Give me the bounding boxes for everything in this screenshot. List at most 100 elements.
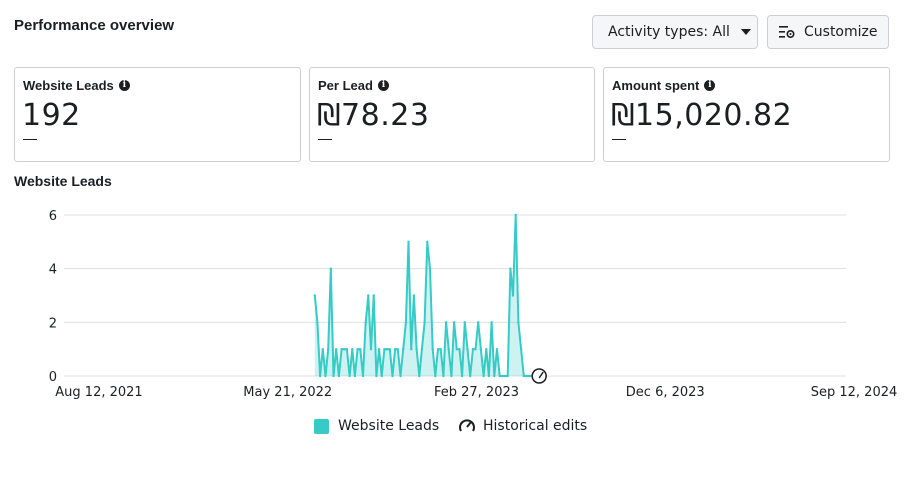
x-tick-label: May 21, 2022 xyxy=(243,385,332,400)
caret-down-icon xyxy=(740,29,751,35)
data-point xyxy=(410,348,413,351)
data-point xyxy=(511,294,515,297)
data-point xyxy=(345,348,349,351)
data-point xyxy=(393,348,397,351)
data-point xyxy=(460,374,464,378)
data-point xyxy=(356,348,359,351)
data-point xyxy=(434,374,437,378)
series-swatch xyxy=(314,418,329,434)
data-point xyxy=(367,294,370,297)
legend-label: Historical edits xyxy=(483,418,588,434)
data-point xyxy=(377,348,381,351)
metric-delta xyxy=(612,139,626,140)
page-title: Performance overview xyxy=(14,17,175,34)
data-point xyxy=(477,321,480,324)
data-point xyxy=(364,321,367,324)
x-tick-label: Feb 27, 2023 xyxy=(434,385,519,400)
metric-label-container: Amount spent i xyxy=(612,78,716,93)
data-point xyxy=(348,374,351,378)
gauge-icon xyxy=(531,368,547,384)
x-tick-label: Aug 12, 2021 xyxy=(55,385,142,400)
metric-card-website-leads: Website Leads i 192 xyxy=(14,67,301,162)
legend-historical-edits[interactable]: Historical edits xyxy=(458,418,587,434)
data-point xyxy=(458,348,461,351)
data-point xyxy=(527,374,531,378)
data-point xyxy=(450,374,453,378)
metric-card-per-lead: Per Lead i ₪78.23 xyxy=(309,67,595,162)
data-point xyxy=(316,321,319,324)
x-tick-label: Sep 12, 2024 xyxy=(811,385,898,400)
info-icon[interactable]: i xyxy=(377,80,389,91)
gauge-needle xyxy=(538,371,544,379)
customize-label: Customize xyxy=(804,24,878,40)
data-point xyxy=(490,321,493,324)
metric-card-amount-spent: Amount spent i ₪15,020.82 xyxy=(603,67,890,162)
data-point xyxy=(452,321,456,324)
y-tick-label: 0 xyxy=(49,370,57,385)
data-point xyxy=(329,267,332,270)
data-point xyxy=(402,348,405,351)
data-point xyxy=(442,374,445,378)
data-point xyxy=(353,374,357,378)
data-point xyxy=(324,374,327,378)
data-point xyxy=(444,321,448,324)
data-point xyxy=(415,348,418,351)
y-tick-label: 4 xyxy=(49,263,57,278)
data-point xyxy=(506,374,509,378)
customize-icon xyxy=(779,26,795,39)
data-point xyxy=(436,348,440,351)
activity-types-label: Activity types: All xyxy=(608,24,730,40)
data-point xyxy=(495,348,499,351)
website-leads-chart[interactable]: 0 2 4 6 Aug 12, 2021 May 21, 2022 Feb 27, 2023… xyxy=(0,200,906,410)
customize-button[interactable]: Customize xyxy=(767,15,889,49)
data-point xyxy=(482,374,485,378)
y-tick-label: 6 xyxy=(49,209,57,224)
data-point xyxy=(332,374,335,378)
data-point xyxy=(359,348,362,351)
metric-label: Website Leads xyxy=(23,78,114,93)
data-point xyxy=(383,348,386,351)
legend-website-leads[interactable]: Website Leads xyxy=(314,418,439,434)
data-point xyxy=(418,374,421,378)
data-point xyxy=(487,374,491,378)
data-point xyxy=(420,348,424,351)
data-point xyxy=(519,348,523,351)
data-point xyxy=(522,374,525,378)
data-point xyxy=(335,348,338,351)
data-point xyxy=(525,374,528,378)
data-point xyxy=(498,374,501,378)
data-point xyxy=(474,348,477,351)
data-point xyxy=(380,374,383,378)
historical-edit-marker[interactable] xyxy=(531,368,547,384)
metric-label-container: Per Lead i xyxy=(318,78,389,93)
data-point xyxy=(455,348,458,351)
metric-delta xyxy=(318,139,332,140)
data-point xyxy=(447,348,450,351)
data-point xyxy=(327,348,330,351)
data-point xyxy=(388,348,391,351)
data-point xyxy=(431,348,434,351)
x-tick-label: Dec 6, 2023 xyxy=(626,385,705,400)
info-icon[interactable]: i xyxy=(704,80,716,91)
data-point xyxy=(517,321,520,324)
data-point xyxy=(412,294,416,297)
data-point xyxy=(361,374,365,378)
activity-types-dropdown[interactable]: Activity types: All xyxy=(592,15,758,49)
data-point xyxy=(385,348,389,351)
data-point xyxy=(469,374,472,378)
data-point xyxy=(375,374,378,378)
metric-delta xyxy=(23,139,37,140)
data-point xyxy=(426,240,429,243)
info-icon[interactable]: i xyxy=(118,80,130,91)
metric-label: Amount spent xyxy=(612,78,700,93)
data-point xyxy=(509,267,512,270)
data-point xyxy=(399,374,402,378)
data-point xyxy=(351,348,354,351)
data-point xyxy=(369,348,373,351)
data-point xyxy=(503,374,507,378)
data-point xyxy=(340,348,343,351)
data-point xyxy=(318,374,322,378)
data-point xyxy=(466,348,469,351)
data-point xyxy=(501,374,504,378)
data-point xyxy=(391,374,394,378)
